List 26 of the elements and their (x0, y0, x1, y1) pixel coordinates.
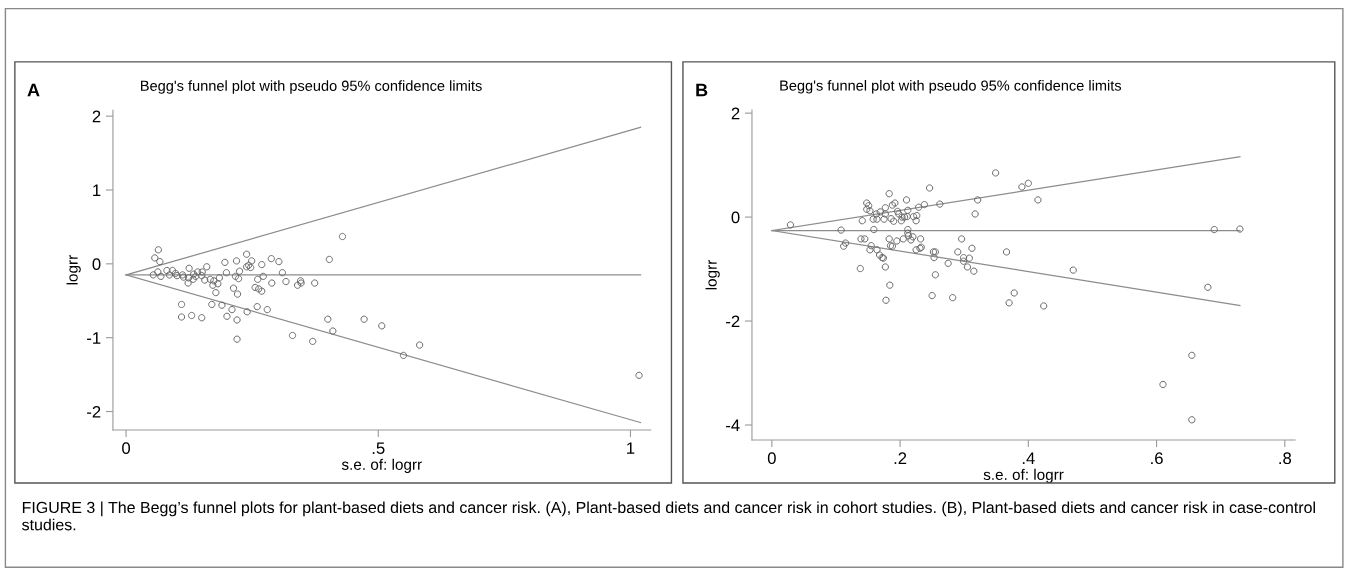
x-tick-label: 1 (627, 442, 635, 454)
y-tick-label: -1 (87, 332, 101, 344)
chart-title: A (27, 83, 40, 97)
y-tick-label: 0 (731, 211, 740, 224)
x-tick-label: .4 (1022, 452, 1035, 464)
y-tick-label: -2 (726, 315, 740, 328)
chart-subtitle: Begg's funnel plot with pseudo 95% confidence limits (780, 80, 1122, 94)
chart-title: B (696, 83, 708, 97)
y-tick-label: 1 (93, 184, 101, 197)
y-tick-label: 2 (731, 107, 740, 120)
x-axis-title: s.e. of: logrr (983, 468, 1064, 484)
y-tick-label: -4 (726, 419, 740, 432)
y-tick-label: -2 (87, 405, 101, 418)
x-tick-label: .2 (894, 452, 907, 464)
x-tick-label: 0 (767, 452, 776, 465)
x-axis-title: s.e. of: logrr (341, 458, 422, 473)
y-axis-title: logrr (66, 255, 81, 285)
x-tick-label: .6 (1151, 452, 1163, 465)
y-axis-title: logrr (705, 260, 720, 290)
y-tick-label: 0 (92, 258, 101, 271)
x-tick-label: .8 (1279, 452, 1292, 465)
y-tick-label: 2 (92, 110, 101, 123)
x-tick-label: .5 (372, 442, 385, 455)
caption: FIGURE 3 | The Begg’s funnel plots for plant-based diets and cancer risk. (A), Plant-based diets and cancer risk in cohort studies. (B), Plant-based diets and cancer risk in case-control studies. (22, 501, 1315, 531)
chart-subtitle: Begg's funnel plot with pseudo 95% confidence limits (141, 80, 482, 94)
x-tick-label: 0 (122, 442, 131, 455)
